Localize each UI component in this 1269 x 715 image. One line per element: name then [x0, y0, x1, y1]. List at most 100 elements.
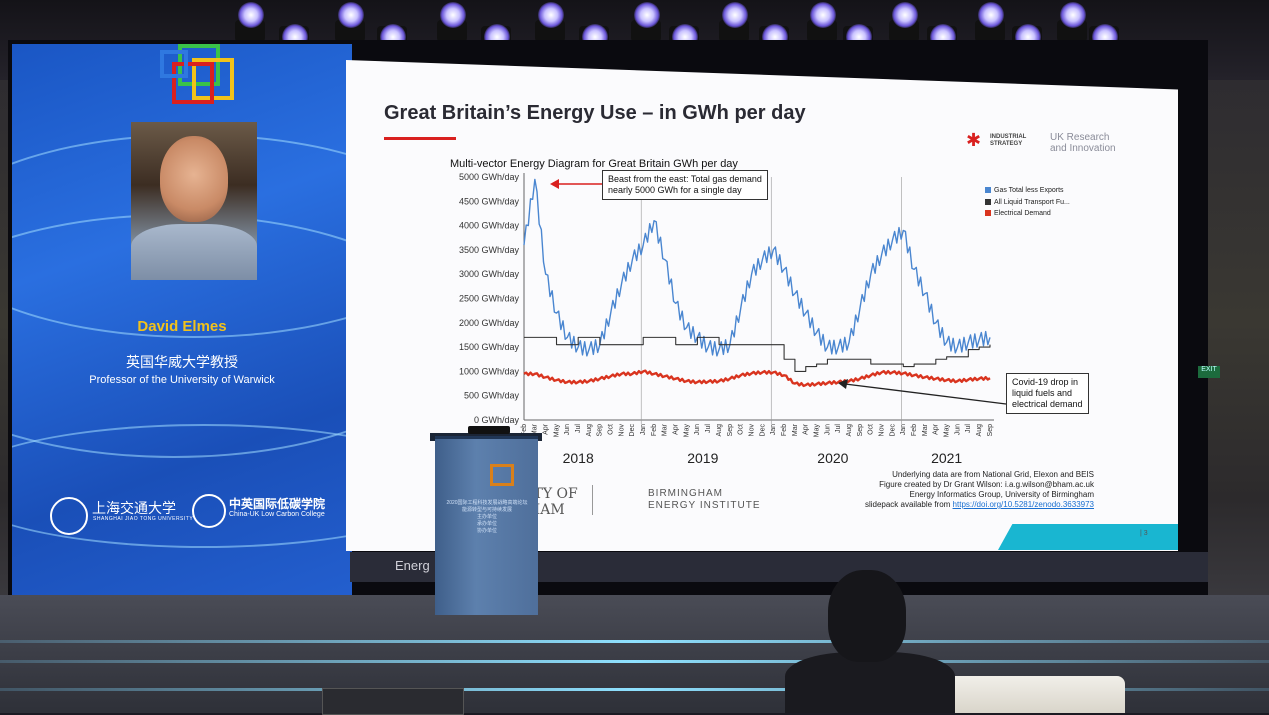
- series-line-liquid: [524, 336, 991, 372]
- annotation-covid-drop: Covid-19 drop in liquid fuels and electric…: [1006, 373, 1089, 414]
- x-tick-label: Dec: [889, 424, 896, 437]
- x-tick-label: Jul: [705, 424, 712, 433]
- x-tick-label: Feb: [911, 424, 918, 436]
- stage-light-strip: [0, 688, 1269, 691]
- x-tick-label: Apr: [673, 423, 680, 435]
- y-tick-label: 0 GWh/day: [474, 415, 520, 425]
- x-tick-label: Dec: [759, 424, 766, 437]
- speaker-name: David Elmes: [137, 318, 227, 335]
- covid-arrow: [844, 383, 1007, 405]
- beast-arrowhead-icon: [550, 179, 559, 189]
- college-name-cn: 中英国际低碳学院: [229, 497, 326, 511]
- y-tick-label: 2500 GWh/day: [459, 294, 520, 304]
- y-tick-label: 3000 GWh/day: [459, 269, 520, 279]
- industrial-strategy-star-icon: ✱: [966, 130, 982, 150]
- industrial-strategy-logo: INDUSTRIAL STRATEGY: [990, 134, 1027, 147]
- stage-light: [440, 2, 466, 28]
- x-tick-label: Nov: [878, 424, 885, 437]
- x-tick-label: Aug: [716, 424, 723, 437]
- speaker-title-en: Professor of the University of Warwick: [89, 374, 275, 386]
- legend-item-liquid: All Liquid Transport Fu...: [985, 199, 1070, 206]
- audience-member-head: [828, 570, 906, 662]
- exit-sign: EXIT: [1198, 366, 1220, 378]
- slide-credits: Underlying data are from National Grid, …: [864, 470, 1094, 509]
- covid-arrowhead-icon: [838, 379, 848, 389]
- x-tick-label: Sep: [727, 424, 734, 437]
- y-tick-label: 1500 GWh/day: [459, 342, 520, 352]
- birmingham-energy-institute-logo: BIRMINGHAM ENERGY INSTITUTE: [648, 488, 761, 511]
- x-tick-label: Jun: [564, 424, 571, 435]
- x-tick-label: Aug: [586, 424, 593, 437]
- x-tick-label: Sep: [597, 424, 604, 437]
- year-label: 2021: [931, 450, 962, 466]
- y-tick-label: 4500 GWh/day: [459, 196, 520, 206]
- x-tick-label: Aug: [976, 424, 983, 437]
- x-tick-label: Jul: [835, 424, 842, 433]
- stage-light-strip: [0, 640, 1269, 643]
- logo-divider: [592, 485, 593, 515]
- annotation-beast-from-east: Beast from the east: Total gas demand nea…: [602, 170, 768, 200]
- y-tick-label: 500 GWh/day: [464, 391, 520, 401]
- college-name-en: China-UK Low Carbon College: [229, 511, 325, 518]
- stage-light: [1060, 2, 1086, 28]
- college-seal-icon: [192, 494, 226, 528]
- x-tick-label: Jul: [965, 424, 972, 433]
- x-tick-label: Feb: [781, 424, 788, 436]
- audience-member-body: [785, 652, 955, 713]
- year-label: 2020: [817, 450, 848, 466]
- speaker-photo: [131, 122, 257, 280]
- sjtu-name-en: SHANGHAI JIAO TONG UNIVERSITY: [93, 516, 194, 522]
- ukri-logo: UK Research and Innovation: [1050, 132, 1116, 154]
- footer-logo-fragment: Energ: [395, 558, 430, 573]
- stage-light: [810, 2, 836, 28]
- x-tick-label: Sep: [857, 424, 864, 437]
- x-tick-label: Jun: [824, 424, 831, 435]
- x-tick-label: Apr: [933, 423, 940, 435]
- x-tick-label: May: [683, 424, 690, 438]
- sjtu-name-cn: 上海交通大学: [92, 501, 176, 517]
- x-tick-label: Mar: [792, 423, 799, 436]
- stage-light: [238, 2, 264, 28]
- y-tick-label: 4000 GWh/day: [459, 221, 520, 231]
- y-tick-label: 3500 GWh/day: [459, 245, 520, 255]
- y-tick-label: 1000 GWh/day: [459, 366, 520, 376]
- y-tick-label: 2000 GWh/day: [459, 318, 520, 328]
- stage-light: [978, 2, 1004, 28]
- x-tick-label: Jun: [694, 424, 701, 435]
- x-tick-label: Feb: [521, 424, 528, 436]
- podium-logo-icon: [490, 464, 514, 486]
- legend-item-electric: Electrical Demand: [985, 210, 1051, 217]
- x-tick-label: Oct: [868, 424, 875, 435]
- title-underline: [384, 137, 456, 140]
- x-tick-label: Aug: [846, 424, 853, 437]
- x-tick-label: Mar: [922, 423, 929, 436]
- podium-text: 2020国际工程科技发展战略高端论坛 能源转型与可持续发展 主办单位 承办单位 …: [446, 500, 528, 534]
- x-tick-label: Jun: [954, 424, 961, 435]
- stage-light: [538, 2, 564, 28]
- x-tick-label: Jan: [900, 424, 907, 435]
- swoosh-line: [12, 424, 352, 548]
- x-tick-label: Sep: [987, 424, 994, 437]
- slide-page-number: | 3: [1140, 530, 1148, 537]
- x-tick-label: Apr: [543, 423, 550, 435]
- floor-monitor: [322, 688, 464, 715]
- x-tick-label: Dec: [629, 424, 636, 437]
- slidepack-link[interactable]: https://doi.org/10.5281/zenodo.3633973: [952, 500, 1094, 509]
- x-tick-label: Oct: [608, 424, 615, 435]
- x-tick-label: Jan: [640, 424, 647, 435]
- stage-light: [892, 2, 918, 28]
- x-tick-label: Mar: [662, 423, 669, 436]
- x-tick-label: May: [813, 424, 820, 438]
- x-tick-label: Feb: [651, 424, 658, 436]
- stage-light: [722, 2, 748, 28]
- year-label: 2019: [687, 450, 718, 466]
- sjtu-seal-icon: [50, 497, 88, 535]
- x-tick-label: Nov: [618, 424, 625, 437]
- microphone: [468, 426, 510, 434]
- x-tick-label: May: [553, 424, 560, 438]
- year-label: 2018: [563, 450, 594, 466]
- stage-light-strip: [0, 660, 1269, 663]
- x-tick-label: Jan: [770, 424, 777, 435]
- legend-item-gas: Gas Total less Exports: [985, 187, 1064, 194]
